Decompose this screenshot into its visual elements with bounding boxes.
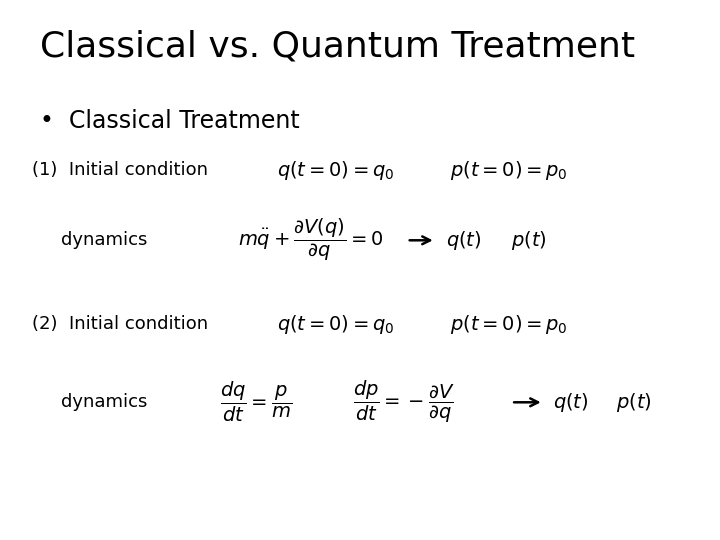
- Text: $p(t)$: $p(t)$: [511, 229, 547, 252]
- Text: $q(t)$: $q(t)$: [446, 229, 482, 252]
- Text: Classical vs. Quantum Treatment: Classical vs. Quantum Treatment: [40, 30, 635, 64]
- Text: dynamics: dynamics: [61, 393, 148, 411]
- Text: $\dfrac{dp}{dt}=-\dfrac{\partial V}{\partial q}$: $\dfrac{dp}{dt}=-\dfrac{\partial V}{\par…: [353, 379, 454, 426]
- Text: $q(t=0)=q_0$: $q(t=0)=q_0$: [277, 313, 395, 335]
- Text: $p(t)$: $p(t)$: [616, 391, 652, 414]
- Text: dynamics: dynamics: [61, 231, 148, 249]
- Text: $p(t=0)=p_0$: $p(t=0)=p_0$: [450, 159, 567, 181]
- Text: $m\ddot{q}+\dfrac{\partial V(q)}{\partial q}=0$: $m\ddot{q}+\dfrac{\partial V(q)}{\partia…: [238, 217, 383, 264]
- Text: (1)  Initial condition: (1) Initial condition: [32, 161, 208, 179]
- Text: (2)  Initial condition: (2) Initial condition: [32, 315, 209, 333]
- Text: $q(t)$: $q(t)$: [553, 391, 588, 414]
- Text: $p(t=0)=p_0$: $p(t=0)=p_0$: [450, 313, 567, 335]
- Text: $q(t=0)=q_0$: $q(t=0)=q_0$: [277, 159, 395, 181]
- Text: •  Classical Treatment: • Classical Treatment: [40, 110, 300, 133]
- Text: $\dfrac{dq}{dt}=\dfrac{p}{m}$: $\dfrac{dq}{dt}=\dfrac{p}{m}$: [220, 380, 292, 424]
